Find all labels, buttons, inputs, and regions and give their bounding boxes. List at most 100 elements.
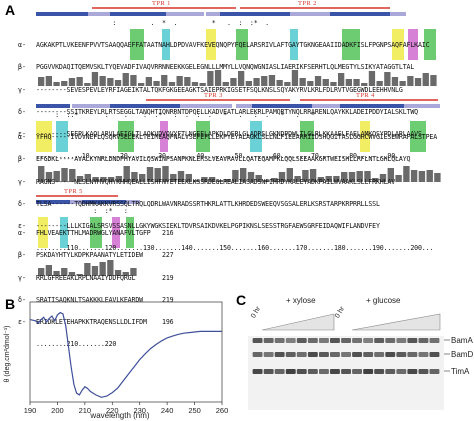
residue-count: 227 [162,251,174,260]
conservation-bar [107,260,114,276]
sequence-row: FHLVEAEKTTHLMADRWGLYANAFVLTGFP [36,229,151,238]
ruler: ........210.......220 [36,340,117,349]
blot-band [319,369,329,374]
blot-band [407,369,418,374]
conservation-bar [414,78,422,86]
conservation-bar [92,177,99,182]
conservation-bar [245,81,252,86]
conservation-bar [201,177,208,182]
conservation-bar [230,78,237,86]
blot-band [418,369,429,374]
alignment-block-1: : . * . * . : :* . α- β- γ- δ- ε- AGKAKP… [18,19,456,176]
ss-bars-block1 [36,7,406,16]
ss-bar-helix [36,12,88,16]
blot-band [396,352,407,357]
tpr2-label: TPR 2 [298,0,317,7]
conservation-bar [368,71,376,86]
tpr4-label: TPR 4 [356,92,375,99]
conservation-bar [208,177,216,182]
glucose-wedge [351,313,441,331]
xylose-wedge [261,313,335,331]
blot-band [396,338,407,343]
conservation-bar [107,177,115,182]
blot-band [263,369,274,374]
conservation-bar [284,82,291,86]
conservation-bar [330,82,337,86]
conservation-bar [145,77,152,86]
conservation-bar [255,175,262,182]
sequence-row: --------SSITKREYLRLRTSEGGLTANQHTIQNRRNTD… [36,107,418,116]
conservation-bar [322,79,329,86]
conservation-bar [193,180,200,182]
conservation-bar [294,176,301,182]
band-label-bamd: BamD [451,350,474,359]
panel-b-label: B [5,296,16,312]
blot-band [296,338,307,343]
ss-bars-block3 [36,195,140,204]
conservation-bar [216,180,224,182]
conservation-bar [139,174,146,182]
blot-bands [252,338,440,374]
band-label-bama: BamA [451,336,473,345]
cd-plot-frame [29,301,223,403]
conservation-bar [418,171,426,182]
conservation-bar [91,72,99,86]
conservation-bar [356,171,363,182]
sequence-rows: AGKAKPTLVKEENFPVVTSAAQQAEFFATAATNAHLDPDV… [36,27,456,175]
blot-band [285,352,296,357]
conservation-bar [361,83,368,86]
conservation-bar [84,263,91,276]
tpr1-label: TPR 1 [152,0,171,7]
conservation-bar [263,180,270,182]
blot-band [418,352,429,357]
conservation-bar [107,78,114,86]
conservation-bar [154,168,161,182]
conservation-bar [232,170,239,182]
panel-a-label: A [5,2,16,18]
blot-band [307,338,318,343]
blot-band [341,338,351,343]
highlights-block1 [130,29,436,60]
conservation-bar [387,168,394,182]
blot-band [307,352,318,357]
cd-x-tick-label: 210 [79,406,92,415]
cd-x-tick-label: 200 [51,406,64,415]
conservation-bar [68,272,76,276]
conservation-bar [114,270,122,276]
conservation-bar [399,81,406,86]
conservation-bar [168,82,176,86]
conservation-bar [184,77,191,86]
blot-band [396,369,407,374]
conservation-bar [240,168,247,182]
conservation-bar [271,178,278,182]
conservation-bar [222,82,229,86]
blot-band [330,352,340,357]
blot-band [352,352,362,357]
alignment-graphics [36,7,441,276]
conservation-bar [99,76,106,86]
species-labels: α- β- γ- δ- ε- [18,41,26,139]
tpr5-label: TPR 5 [64,188,83,195]
conservation-bar [426,170,433,182]
conservation-bar [61,168,68,182]
cd-ylabel: θ (deg.cm²dmol⁻¹) [4,326,11,383]
conservation-bar [410,170,418,182]
conservation-bar [68,78,76,86]
blot-band [429,369,440,374]
sequence-row: --------SEEPLKAQLARVLAEIGLTLAQKVDVQVYFTL… [36,130,422,139]
ruler: ............10........20........30......… [36,152,403,161]
conservation-bar [191,82,199,86]
conservation-bar [45,265,52,276]
blot-band [341,369,351,374]
sequence-row: SRATISAQKNLTSAKKKLEAVLKEARDW [36,295,143,304]
sequence-row: --------SEVESPEVLEYRFIAGEIKTALTQKFGKGEEA… [36,85,403,94]
panel-c-label: C [236,292,247,308]
conservation-bar [286,168,293,182]
conservation-bar [177,171,185,182]
blot-band [407,338,418,343]
conservation-bar [341,172,348,182]
blot-band [252,338,263,343]
conservation-bar [214,70,222,86]
ruler: ........110.......120.......130.......14… [36,244,434,253]
blot-band [285,338,296,343]
